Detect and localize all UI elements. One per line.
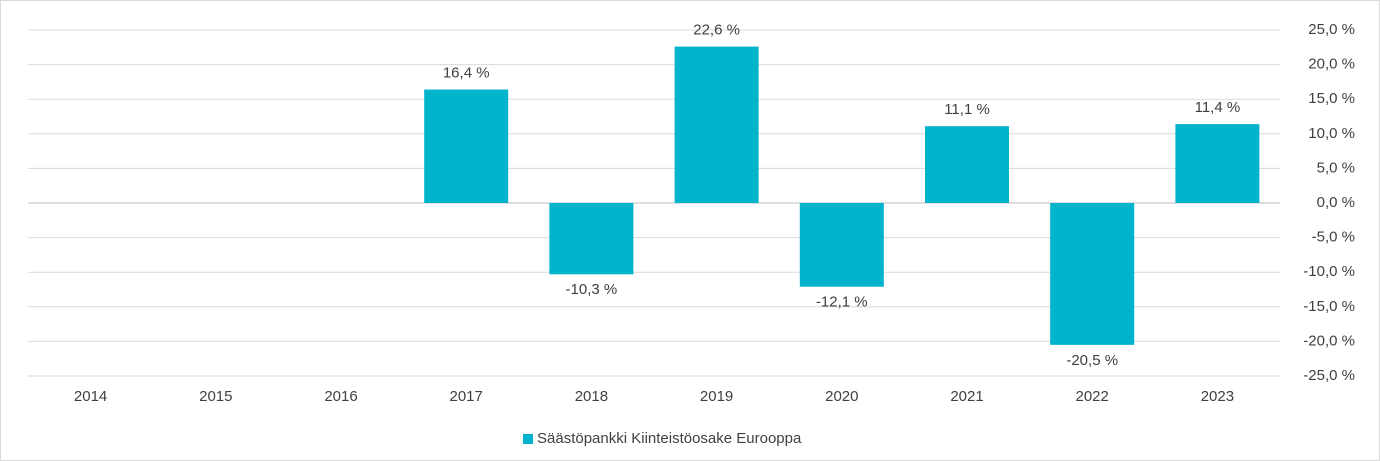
data-label: 16,4 % <box>443 64 490 81</box>
x-tick-label: 2017 <box>450 388 483 405</box>
data-label: 22,6 % <box>693 22 740 39</box>
x-tick-label: 2023 <box>1201 388 1234 405</box>
x-tick-label: 2018 <box>575 388 608 405</box>
y-tick-label: -10,0 % <box>1303 263 1355 280</box>
y-tick-label: -25,0 % <box>1303 367 1355 384</box>
data-label: 11,4 % <box>1195 99 1241 116</box>
y-tick-label: 20,0 % <box>1308 56 1355 73</box>
x-tick-label: 2019 <box>700 388 733 405</box>
data-label: -12,1 % <box>816 294 868 311</box>
x-tick-label: 2020 <box>825 388 858 405</box>
legend-marker <box>523 434 533 444</box>
bar <box>549 203 634 275</box>
y-tick-label: 25,0 % <box>1308 21 1355 38</box>
y-tick-label: 5,0 % <box>1317 159 1355 176</box>
data-label: -20,5 % <box>1066 352 1118 369</box>
bar <box>925 126 1009 203</box>
y-tick-label: 10,0 % <box>1308 125 1355 142</box>
x-tick-label: 2014 <box>74 388 107 405</box>
bar <box>1050 203 1135 345</box>
bar <box>674 46 759 203</box>
data-label: -10,3 % <box>566 281 618 298</box>
x-tick-label: 2021 <box>950 388 983 405</box>
bar <box>799 203 884 287</box>
data-label: 11,1 % <box>944 101 990 118</box>
x-tick-label: 2016 <box>324 388 357 405</box>
bar <box>424 89 509 203</box>
y-tick-label: -5,0 % <box>1312 229 1355 246</box>
y-tick-label: 15,0 % <box>1308 90 1355 107</box>
y-tick-label: -20,0 % <box>1303 332 1355 349</box>
bar <box>1175 124 1260 203</box>
legend-label: Säästöpankki Kiinteistöosake Eurooppa <box>537 430 802 447</box>
y-tick-label: -15,0 % <box>1303 298 1355 315</box>
x-tick-label: 2022 <box>1076 388 1109 405</box>
x-tick-label: 2015 <box>199 388 232 405</box>
y-tick-label: 0,0 % <box>1317 194 1355 211</box>
